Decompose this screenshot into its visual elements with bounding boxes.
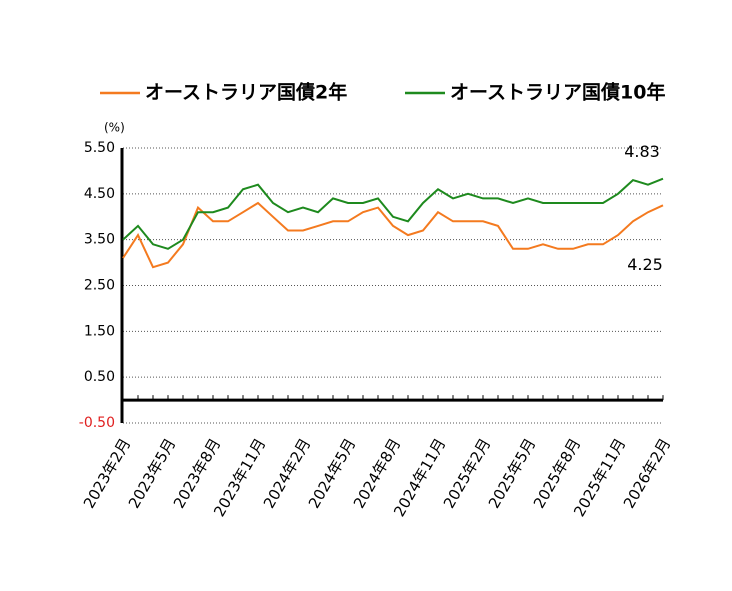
- y-tick-label: 3.50: [84, 232, 115, 248]
- line-series: [122, 201, 664, 269]
- y-tick-label: 2.50: [84, 278, 115, 294]
- legend-label: オーストラリア国債2年: [145, 81, 347, 104]
- legend-label: オーストラリア国債10年: [450, 81, 666, 104]
- y-tick-label: 0.50: [84, 369, 115, 385]
- line-series: [122, 177, 664, 250]
- x-tick-label: 2026年2月: [620, 435, 674, 511]
- value-label: 4.83: [624, 142, 660, 161]
- y-tick-label: 5.50: [84, 140, 115, 156]
- value-label: 4.25: [627, 255, 663, 274]
- y-tick-label: 1.50: [84, 323, 115, 339]
- y-unit: (%): [104, 121, 125, 135]
- y-tick-label: 4.50: [84, 186, 115, 202]
- y-tick-label: -0.50: [79, 415, 115, 431]
